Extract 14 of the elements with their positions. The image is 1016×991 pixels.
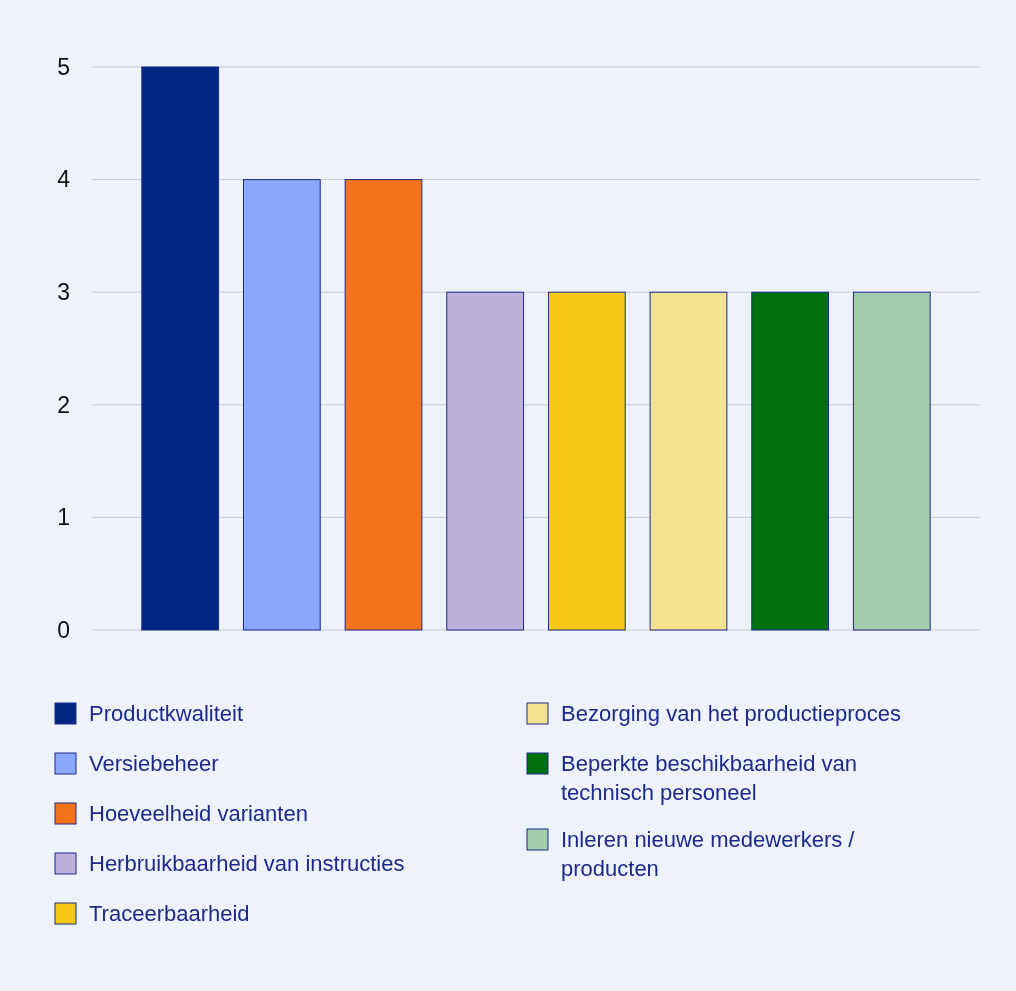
legend-label: Versiebeheer <box>89 751 219 776</box>
y-tick-label: 5 <box>57 53 70 80</box>
legend-label: Bezorging van het productieproces <box>561 701 901 726</box>
legend-label: Inleren nieuwe medewerkers / producten <box>561 827 856 881</box>
legend-label: Beperkte beschikbaarheid van technisch personeel <box>561 751 857 805</box>
legend-label: Herbruikbaarheid van instructies <box>89 851 405 876</box>
legend-label: Productkwaliteit <box>89 701 244 726</box>
y-tick-label: 2 <box>57 391 70 418</box>
y-tick-label: 0 <box>57 616 70 643</box>
y-tick-label: 4 <box>57 166 71 193</box>
y-tick-label: 1 <box>57 504 70 531</box>
legend-label: Traceerbaarheid <box>89 901 250 926</box>
legend-label: Hoeveelheid varianten <box>89 801 308 826</box>
y-tick-label: 3 <box>57 279 70 306</box>
